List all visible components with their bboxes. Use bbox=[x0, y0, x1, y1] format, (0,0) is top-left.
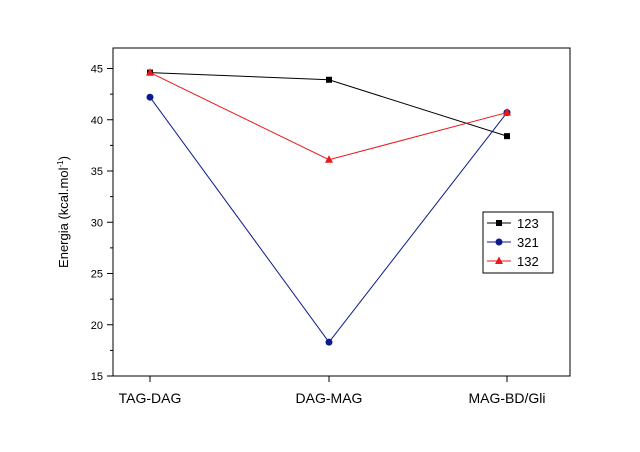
y-tick-label: 40 bbox=[91, 115, 103, 127]
data-point-132 bbox=[325, 155, 333, 163]
series-321 bbox=[146, 93, 511, 346]
data-point-132 bbox=[503, 108, 511, 116]
y-axis-title-superscript: -1 bbox=[56, 160, 65, 168]
x-tick-label: TAG-DAG bbox=[119, 390, 182, 406]
legend-marker-123 bbox=[496, 220, 502, 226]
legend-marker-132 bbox=[495, 256, 503, 264]
data-point-123 bbox=[326, 76, 332, 83]
y-tick-label: 35 bbox=[91, 166, 103, 178]
series-line-132 bbox=[149, 72, 508, 161]
x-axis-ticks: TAG-DAG DAG-MAG MAG-BD/Gli bbox=[119, 376, 546, 406]
legend-label-321: 321 bbox=[517, 235, 539, 250]
y-tick-label: 15 bbox=[91, 371, 103, 383]
legend-label-132: 132 bbox=[517, 254, 539, 269]
series-line-321 bbox=[149, 96, 508, 344]
x-tick-label: DAG-MAG bbox=[296, 390, 363, 406]
y-axis-title: Energia (kcal.mol-1) bbox=[56, 156, 71, 268]
series-123 bbox=[147, 69, 510, 140]
y-tick-label: 20 bbox=[91, 320, 103, 332]
legend: 123 321 132 bbox=[482, 211, 554, 274]
y-tick-label: 25 bbox=[91, 269, 103, 281]
y-axis-title-main: Energia (kcal.mol bbox=[56, 167, 71, 268]
series-132 bbox=[146, 68, 511, 163]
data-point-123 bbox=[504, 133, 510, 140]
data-point-132 bbox=[146, 68, 154, 76]
x-tick-label: MAG-BD/Gli bbox=[469, 390, 546, 406]
data-point-321 bbox=[146, 93, 154, 101]
plot-frame bbox=[112, 47, 571, 377]
series-layer bbox=[146, 68, 511, 346]
y-axis-ticks: 15 20 25 30 35 40 45 bbox=[91, 64, 113, 383]
y-tick-label: 45 bbox=[91, 64, 103, 76]
y-tick-label: 30 bbox=[91, 217, 103, 229]
y-axis-title-close: ) bbox=[56, 156, 71, 160]
data-point-321 bbox=[325, 338, 333, 346]
legend-label-123: 123 bbox=[517, 216, 539, 231]
legend-marker-321 bbox=[495, 238, 503, 246]
